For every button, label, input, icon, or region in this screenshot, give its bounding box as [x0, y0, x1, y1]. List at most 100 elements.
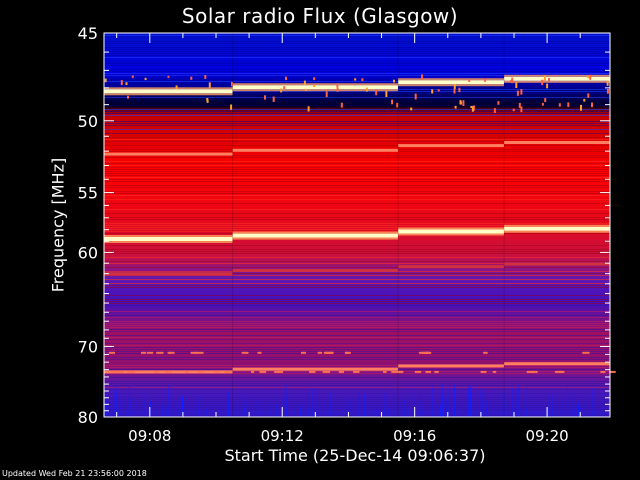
bottom-spike	[312, 387, 314, 417]
interference-dash	[600, 370, 606, 373]
channel-stripe	[104, 287, 610, 288]
bottom-spike	[228, 391, 230, 417]
channel-stripe	[104, 373, 610, 374]
emission-band-halo	[104, 93, 233, 96]
bottom-spike	[515, 387, 517, 417]
bottom-spike	[197, 395, 199, 417]
channel-stripe	[104, 137, 610, 138]
channel-stripe	[104, 113, 610, 114]
channel-stripe	[104, 123, 610, 124]
interference-dash	[526, 370, 534, 373]
interference-spike	[285, 76, 287, 81]
emission-band-halo	[504, 74, 610, 77]
channel-stripe	[104, 245, 610, 246]
channel-stripe	[104, 223, 610, 224]
bottom-spike	[479, 388, 481, 417]
channel-stripe	[104, 195, 610, 196]
interference-spike	[567, 102, 570, 107]
channel-stripe	[104, 163, 610, 164]
interference-spike	[520, 106, 523, 113]
interference-spike	[231, 81, 233, 87]
bottom-spike	[317, 391, 318, 417]
interference-dash	[127, 370, 135, 373]
channel-stripe	[104, 73, 610, 74]
channel-stripe	[104, 171, 610, 172]
channel-stripe	[104, 203, 610, 204]
bottom-spike	[365, 406, 367, 417]
channel-stripe	[104, 61, 610, 62]
channel-stripe	[104, 401, 610, 402]
channel-stripe	[104, 283, 610, 284]
emission-band-halo	[398, 84, 505, 87]
channel-stripe	[104, 161, 610, 162]
channel-stripe	[104, 111, 610, 112]
bottom-spike	[425, 405, 426, 417]
x-axis-label: Start Time (25-Dec-14 09:06:37)	[224, 446, 486, 465]
bottom-spike	[178, 399, 180, 417]
bottom-spike	[445, 397, 447, 417]
channel-stripe	[104, 65, 610, 66]
interference-spike	[206, 99, 209, 103]
channel-stripe	[104, 299, 610, 300]
interference-spike	[431, 89, 434, 94]
channel-stripe	[104, 51, 610, 52]
emission-band	[104, 237, 233, 241]
bottom-spike	[431, 386, 433, 417]
chart-title: Solar radio Flux (Glasgow)	[181, 4, 459, 28]
interference-dash	[418, 351, 424, 354]
interference-spike	[510, 80, 513, 83]
channel-stripe	[104, 41, 610, 42]
bottom-spike	[299, 405, 301, 417]
channel-stripe	[104, 199, 610, 200]
interference-spike	[583, 98, 586, 102]
channel-stripe	[104, 173, 610, 174]
emission-band-halo	[504, 80, 610, 83]
emission-band	[398, 364, 505, 368]
channel-stripe	[104, 167, 610, 168]
emission-band-halo	[232, 231, 399, 234]
bottom-spike	[375, 408, 377, 417]
channel-stripe	[104, 249, 610, 250]
plot-frame	[103, 32, 611, 418]
channel-stripe	[104, 227, 610, 228]
interference-spike	[144, 77, 147, 81]
channel-stripe	[104, 179, 610, 180]
interference-spike	[391, 99, 394, 105]
x-tick-label: 09:16	[393, 427, 436, 445]
interference-dash	[391, 370, 399, 373]
interference-dash	[110, 370, 118, 373]
channel-stripe	[104, 121, 610, 122]
bottom-spike	[301, 408, 302, 417]
channel-stripe	[104, 351, 610, 352]
channel-stripe	[104, 321, 610, 322]
bottom-spike	[150, 401, 152, 417]
interference-dash	[214, 370, 221, 373]
emission-band	[398, 265, 505, 269]
channel-stripe	[104, 393, 610, 394]
bottom-spike	[243, 405, 245, 417]
bottom-spike	[552, 395, 554, 417]
emission-band	[398, 229, 505, 234]
interference-spike	[458, 87, 461, 93]
interference-spike	[587, 75, 590, 79]
bottom-spike	[453, 384, 455, 417]
emission-band-halo	[504, 230, 610, 233]
interference-spike	[587, 93, 590, 98]
segment-seam	[397, 33, 399, 417]
interference-dash	[425, 370, 432, 373]
interference-spike	[516, 90, 519, 96]
interference-spike	[410, 107, 413, 111]
bottom-spike	[324, 401, 326, 417]
interference-spike	[313, 77, 316, 81]
channel-stripe	[104, 275, 610, 276]
interference-dash	[322, 370, 331, 373]
interference-dash	[483, 351, 488, 354]
emission-band-halo	[232, 89, 399, 92]
bottom-spike	[482, 391, 484, 417]
channel-stripe	[104, 323, 610, 324]
bottom-spike	[358, 390, 360, 417]
bottom-spike	[441, 390, 443, 417]
emission-band-halo	[398, 227, 505, 230]
bottom-spike	[364, 394, 366, 417]
channel-stripe	[104, 385, 610, 386]
